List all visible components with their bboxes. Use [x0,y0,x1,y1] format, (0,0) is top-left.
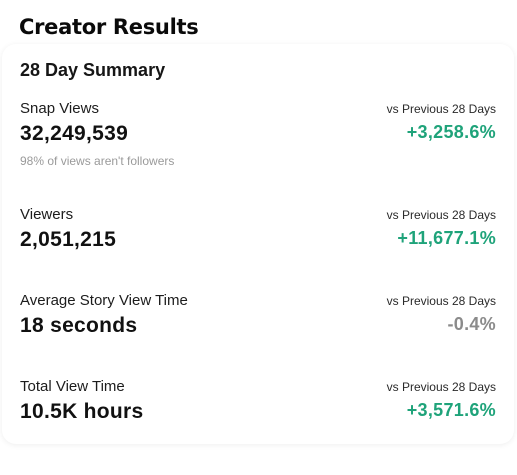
summary-title: 28 Day Summary [20,60,166,80]
metric-label: Average Story View Time [20,292,188,309]
change-value: +11,677.1% [397,228,496,248]
summary-card: 28 Day Summary Snap Views 32,249,539 98%… [2,44,514,444]
compare-label: vs Previous 28 Days [386,294,496,308]
compare-label: vs Previous 28 Days [386,380,496,394]
metric-label: Viewers [20,206,74,223]
metric-value: 32,249,539 [20,122,129,145]
compare-label: vs Previous 28 Days [386,208,496,222]
metric-value: 2,051,215 [20,228,117,251]
change-value: -0.4% [447,314,496,334]
metric-value: 10.5K hours [20,400,144,423]
compare-label: vs Previous 28 Days [386,102,496,116]
change-value: +3,571.6% [406,400,496,420]
page-title: Creator Results [19,15,199,39]
change-value: +3,258.6% [406,122,496,142]
metric-note: 98% of views aren't followers [20,154,175,168]
metric-label: Snap Views [20,100,99,117]
metric-label: Total View Time [20,378,125,395]
metric-value: 18 seconds [20,314,138,337]
